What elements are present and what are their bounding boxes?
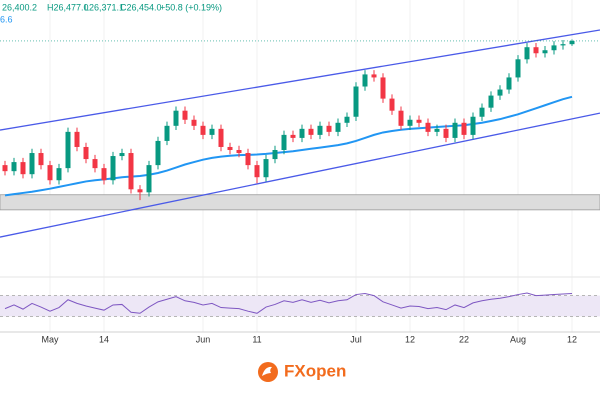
- candle-body: [317, 125, 323, 135]
- candle-body: [128, 153, 134, 190]
- candle-body: [407, 119, 413, 126]
- change-label: +50.8 (+0.19%): [160, 2, 222, 12]
- candle-body: [434, 128, 440, 132]
- candle-body: [461, 122, 467, 135]
- candle-body: [155, 140, 161, 166]
- candle-body: [470, 116, 476, 135]
- candle-body: [263, 159, 269, 178]
- candle-body: [425, 122, 431, 132]
- candle-body: [254, 165, 260, 178]
- candle-body: [164, 125, 170, 141]
- low-label: L26,371.1: [84, 2, 124, 12]
- candle-body: [209, 128, 215, 135]
- x-tick-label: Jul: [350, 334, 362, 344]
- candle-body: [65, 131, 71, 169]
- candle-body: [416, 119, 422, 123]
- rsi-line: [4, 292, 573, 314]
- x-tick-label: 11: [252, 334, 261, 344]
- zone: [0, 194, 600, 211]
- candle-body: [227, 146, 233, 150]
- candle-body: [335, 122, 341, 132]
- candle-body: [245, 153, 251, 166]
- candle-body: [353, 86, 359, 117]
- candle-body: [290, 134, 296, 138]
- candle-body: [137, 189, 143, 193]
- candle-body: [533, 47, 539, 54]
- logo-text: FXopen: [284, 361, 346, 380]
- x-tick-label: 14: [99, 334, 109, 344]
- candle-body: [488, 95, 494, 108]
- candle-body: [2, 165, 8, 172]
- x-tick-label: 12: [405, 334, 415, 344]
- candle-body: [146, 165, 152, 193]
- candle-body: [110, 156, 116, 181]
- candle-body: [119, 153, 125, 157]
- candle-body: [74, 131, 80, 147]
- candle-body: [506, 77, 512, 90]
- candle-body: [29, 153, 35, 175]
- candle-body: [272, 150, 278, 160]
- candle-body: [542, 50, 548, 54]
- candle-body: [218, 128, 224, 147]
- candle-body: [308, 128, 314, 135]
- candle-body: [479, 107, 485, 117]
- candle-body: [497, 89, 503, 96]
- x-tick-label: Aug: [510, 334, 526, 344]
- candle-body: [47, 165, 53, 181]
- open-label: 26,400.2: [2, 2, 37, 12]
- candle-body: [236, 150, 242, 154]
- candle-body: [191, 119, 197, 126]
- candle-body: [173, 110, 179, 126]
- candle-body: [11, 162, 17, 172]
- x-tick-label: 12: [567, 334, 577, 344]
- candle-body: [299, 128, 305, 138]
- candle-body: [38, 153, 44, 166]
- moving-average: [4, 95, 573, 197]
- channel-line: [0, 29, 600, 131]
- candle-body: [389, 98, 395, 111]
- candle-body: [443, 128, 449, 138]
- ma-label: 6.6: [0, 14, 13, 24]
- rsi-band: [0, 295, 600, 317]
- x-tick-label: May: [41, 334, 59, 344]
- candle-body: [281, 134, 287, 150]
- candle-body: [515, 59, 521, 78]
- candle-body: [20, 162, 26, 175]
- candle-body: [380, 77, 386, 99]
- candle-body: [200, 125, 206, 135]
- logo-mark: [262, 366, 272, 376]
- candle-body: [569, 40, 575, 45]
- close-label: C26,454.0: [120, 2, 162, 12]
- x-tick-label: 22: [459, 334, 469, 344]
- candle-body: [101, 168, 107, 181]
- candle-body: [362, 74, 368, 87]
- candle-body: [551, 45, 557, 51]
- header: 26,400.2 H26,477.0 L26,371.1 C26,454.0 +…: [0, 2, 222, 24]
- channel-line: [0, 112, 600, 238]
- candle-body: [560, 44, 566, 46]
- candle-body: [524, 47, 530, 60]
- candle-body: [371, 74, 377, 78]
- candle-body: [326, 125, 332, 132]
- candle-body: [83, 146, 89, 160]
- logo: FXopen: [258, 361, 346, 382]
- candle-body: [398, 110, 404, 126]
- candle-body: [182, 110, 188, 120]
- candle-body: [344, 116, 350, 123]
- candle-body: [56, 168, 62, 181]
- candle-body: [452, 122, 458, 138]
- high-label: H26,477.0: [47, 2, 89, 12]
- x-tick-label: Jun: [196, 334, 211, 344]
- candle-body: [92, 159, 98, 169]
